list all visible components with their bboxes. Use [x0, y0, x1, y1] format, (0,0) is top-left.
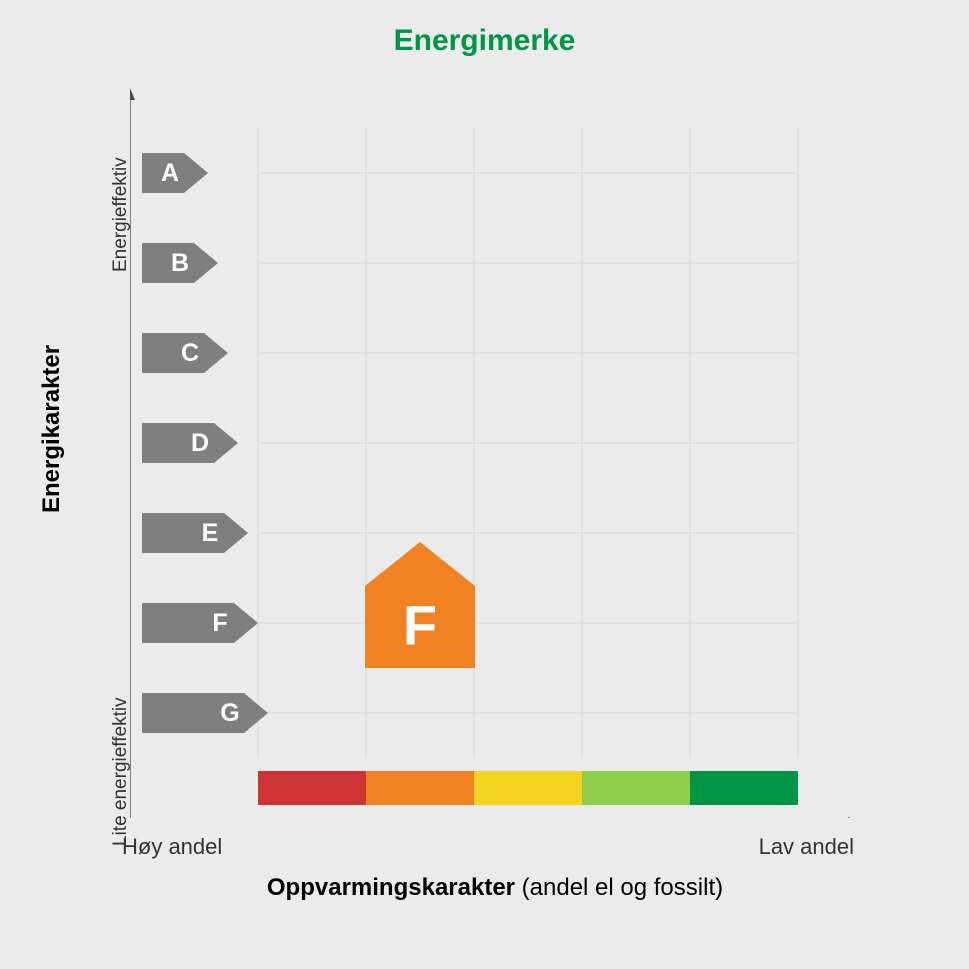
grade-arrow-label: B	[171, 249, 189, 277]
x-axis-title-regular: (andel el og fossilt)	[515, 874, 723, 901]
grade-arrow-g	[142, 693, 268, 733]
grade-arrow-label: A	[161, 159, 179, 187]
grade-arrow-label: F	[212, 609, 227, 637]
grade-arrow-label: G	[220, 699, 239, 727]
heating-scale-segment	[690, 771, 798, 805]
grade-arrow-e	[142, 513, 248, 553]
grade-arrow-f	[142, 603, 258, 643]
heating-scale-segment	[366, 771, 474, 805]
x-axis-title-bold: Oppvarmingskarakter	[267, 874, 515, 901]
rating-marker-letter: F	[403, 594, 437, 657]
heating-scale-segment	[582, 771, 690, 805]
grade-arrow-label: C	[181, 339, 199, 367]
grade-arrow-label: D	[191, 429, 209, 457]
energy-label-chart: Energimerke Energikarakter Energieffekti…	[0, 0, 969, 969]
heating-scale-segment	[474, 771, 582, 805]
chart-title: Energimerke	[0, 24, 969, 58]
plot-area: A B C D E F G F	[130, 88, 860, 818]
x-axis-right-label: Lav andel	[759, 834, 854, 860]
x-axis-left-label: Høy andel	[122, 834, 222, 860]
y-axis-title: Energikarakter	[38, 345, 66, 513]
y-axis-bottom-label: Lite energieffektiv	[110, 697, 132, 846]
heating-scale-segment	[258, 771, 366, 805]
y-axis-top-label: Energieffektiv	[110, 157, 132, 272]
x-axis-title: Oppvarmingskarakter (andel el og fossilt…	[130, 874, 860, 902]
grade-arrow-label: E	[202, 519, 219, 547]
